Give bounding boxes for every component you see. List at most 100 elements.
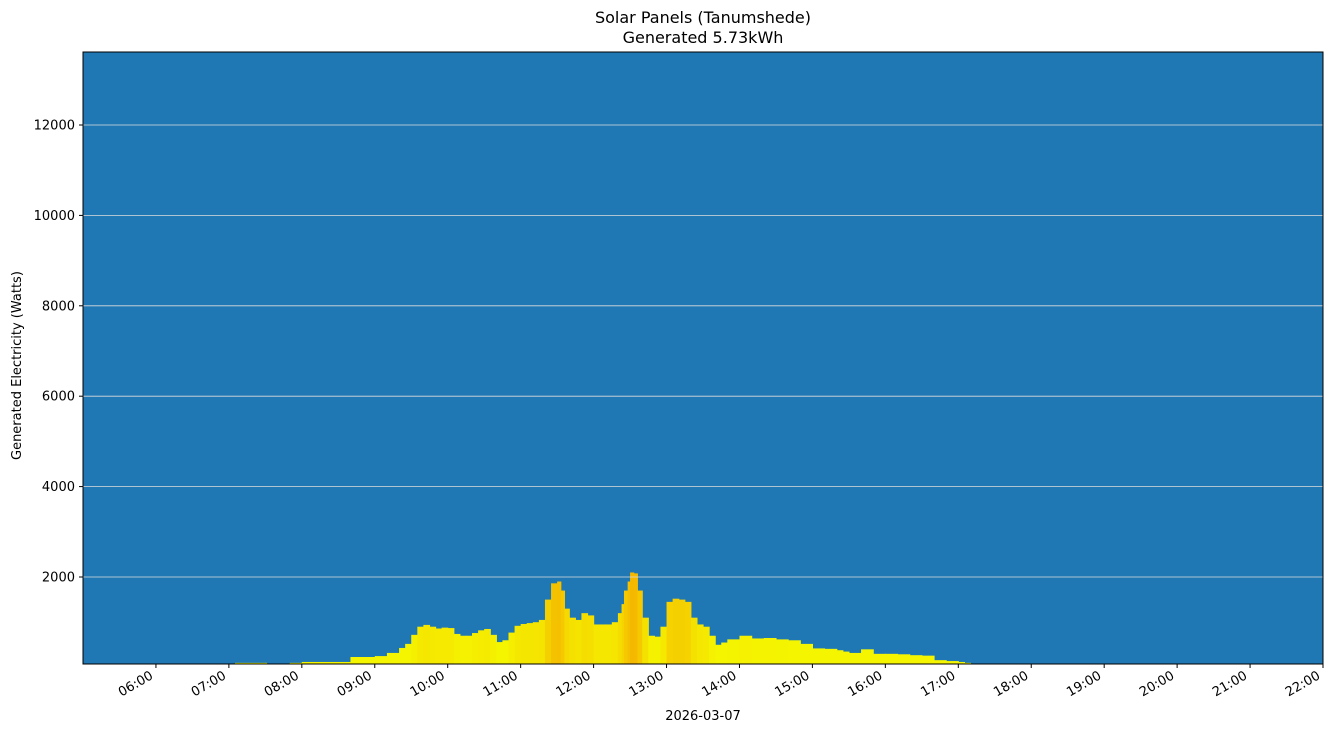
data-bar: [824, 648, 838, 664]
y-tick-label: 2000: [42, 570, 75, 585]
data-bar: [234, 662, 266, 664]
data-bar: [502, 640, 510, 664]
x-axis-label: 2026-03-07: [665, 709, 741, 724]
data-bar: [633, 573, 638, 664]
data-bar: [812, 648, 826, 664]
data-bar: [666, 601, 674, 664]
data-bar: [672, 598, 680, 664]
data-bar: [447, 628, 455, 664]
data-bar: [678, 599, 686, 664]
y-tick-label: 6000: [42, 390, 75, 405]
data-bar: [472, 633, 479, 664]
x-tick-label: 22:00: [1283, 668, 1323, 700]
x-tick-label: 19:00: [1064, 668, 1104, 700]
x-tick-label: 10:00: [408, 668, 448, 700]
data-bar: [544, 599, 552, 664]
chart-title: Solar Panels (Tanumshede): [594, 8, 812, 27]
data-bar: [508, 632, 516, 664]
data-bar: [946, 661, 959, 664]
data-bar: [921, 655, 935, 664]
data-bar: [709, 635, 716, 664]
data-bar: [763, 638, 777, 664]
data-bar: [575, 619, 583, 664]
data-bar: [751, 638, 765, 664]
x-tick-label: 07:00: [189, 668, 229, 700]
x-tick-label: 15:00: [772, 668, 812, 700]
data-bar: [617, 613, 623, 664]
x-tick-label: 08:00: [262, 668, 302, 700]
y-tick-label: 8000: [42, 299, 75, 314]
data-bar: [684, 601, 692, 664]
data-bar: [560, 590, 566, 664]
data-bar: [605, 624, 613, 664]
data-bar: [885, 653, 899, 664]
plot-background: [83, 52, 1323, 664]
x-tick-label: 12:00: [554, 668, 594, 700]
data-bar: [465, 635, 473, 664]
data-area: [234, 572, 975, 664]
data-bar: [362, 656, 376, 664]
x-tick-label: 14:00: [700, 668, 740, 700]
data-bar: [964, 662, 972, 664]
plot-frame: [82, 51, 1324, 665]
data-bar: [520, 623, 528, 664]
data-bar: [587, 615, 595, 664]
data-bar: [715, 644, 722, 664]
data-bar: [703, 626, 710, 664]
data-bar: [958, 661, 965, 664]
data-bar: [739, 635, 753, 664]
chart-subtitle: Generated 5.73kWh: [622, 28, 784, 47]
data-bar: [800, 643, 814, 664]
data-bar: [350, 656, 364, 664]
data-bar: [386, 652, 400, 664]
data-bar: [289, 662, 303, 664]
data-bar: [569, 617, 576, 664]
y-tick-label: 10000: [34, 209, 75, 224]
data-bar: [532, 622, 540, 664]
data-bar: [490, 634, 497, 664]
x-tick-label: 09:00: [335, 668, 375, 700]
data-bar: [435, 628, 443, 664]
data-bar: [374, 656, 388, 664]
y-axis-label: Generated Electricity (Watts): [10, 271, 25, 460]
data-bar: [453, 633, 461, 664]
data-bar: [417, 626, 424, 664]
data-bar: [526, 623, 534, 664]
data-bar: [775, 639, 789, 664]
data-bar: [630, 572, 635, 664]
data-bar: [405, 643, 412, 664]
data-bar: [623, 590, 629, 664]
data-bar: [627, 581, 631, 664]
data-bar: [538, 619, 546, 664]
data-bar: [496, 642, 504, 664]
x-tick-label: 18:00: [991, 668, 1031, 700]
data-bar: [484, 628, 491, 664]
data-bar: [265, 662, 268, 664]
data-bar: [788, 640, 801, 664]
data-bar: [836, 650, 844, 664]
data-bar: [727, 639, 741, 664]
data-bar: [478, 630, 485, 664]
data-bar: [873, 653, 886, 664]
x-tick-label: 16:00: [845, 668, 885, 700]
data-bar: [842, 651, 850, 664]
data-bar: [459, 635, 467, 664]
data-bar: [581, 613, 589, 664]
data-bar: [690, 617, 698, 664]
data-bar: [648, 635, 655, 664]
x-tick-label: 17:00: [918, 668, 958, 700]
data-bar: [301, 661, 352, 664]
data-bar: [642, 617, 649, 664]
data-bar: [441, 627, 449, 664]
data-bar: [861, 649, 874, 664]
data-bar: [551, 583, 558, 664]
data-bar: [621, 604, 625, 664]
x-tick-label: 21:00: [1210, 668, 1250, 700]
data-bar: [423, 624, 431, 664]
data-bar: [514, 625, 522, 664]
data-bar: [411, 634, 418, 664]
data-bar: [399, 647, 406, 664]
y-tick-label: 4000: [42, 480, 75, 495]
data-bar: [557, 581, 562, 664]
